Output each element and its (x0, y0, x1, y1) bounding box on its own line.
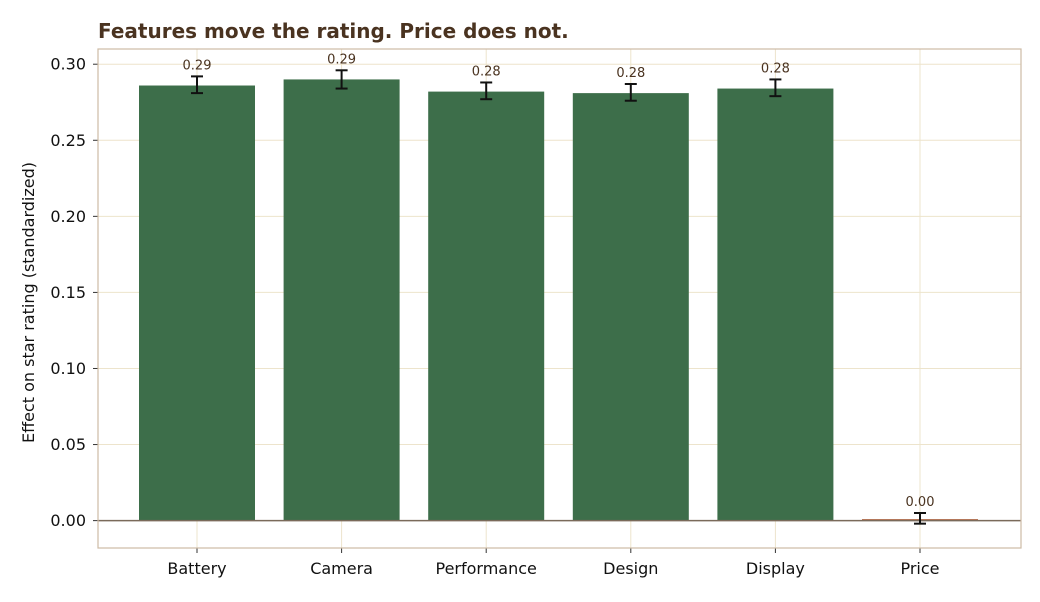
x-tick-label: Performance (436, 559, 537, 578)
error-bar (191, 75, 203, 95)
data-label: 0.29 (183, 58, 212, 73)
error-bar (914, 512, 926, 525)
error-bar-layer (191, 69, 926, 525)
x-tick-label: Price (900, 559, 939, 578)
y-tick-label: 0.25 (50, 131, 86, 150)
error-bar (624, 82, 637, 102)
y-tick-label: 0.05 (50, 435, 86, 454)
y-tick-label: 0.30 (50, 55, 86, 74)
y-tick-label: 0.00 (50, 511, 86, 530)
error-bar (769, 78, 782, 98)
chart-title: Features move the rating. Price does not… (98, 19, 569, 43)
data-label: 0.00 (906, 495, 935, 510)
y-axis-label: Effect on star rating (standardized) (19, 162, 38, 443)
bar-display (717, 88, 834, 521)
plot-frame (97, 48, 1022, 549)
error-bar (480, 81, 493, 101)
data-label: 0.29 (327, 52, 356, 67)
x-tick-label: Battery (167, 559, 226, 578)
data-label: 0.28 (616, 66, 645, 81)
y-tick-label: 0.10 (50, 359, 86, 378)
y-tick-label: 0.20 (50, 207, 86, 226)
data-label: 0.28 (761, 61, 790, 76)
bar-battery (139, 85, 255, 521)
y-tick-label: 0.15 (50, 283, 86, 302)
bar-performance (428, 91, 545, 521)
x-tick-label: Design (603, 559, 658, 578)
bar-camera (283, 79, 400, 521)
bar-layer (139, 79, 978, 521)
bar-design (572, 93, 689, 521)
x-tick-label: Display (746, 559, 805, 578)
tick-layer: 0.00 0.05 0.10 0.15 0.20 0.25 0.30 Battery Camer… (50, 55, 939, 578)
data-label: 0.28 (472, 64, 501, 79)
data-label-layer: 0.29 0.29 0.28 0.28 0.28 0.00 (183, 52, 935, 510)
error-bar (335, 69, 348, 90)
x-tick-label: Camera (310, 559, 373, 578)
